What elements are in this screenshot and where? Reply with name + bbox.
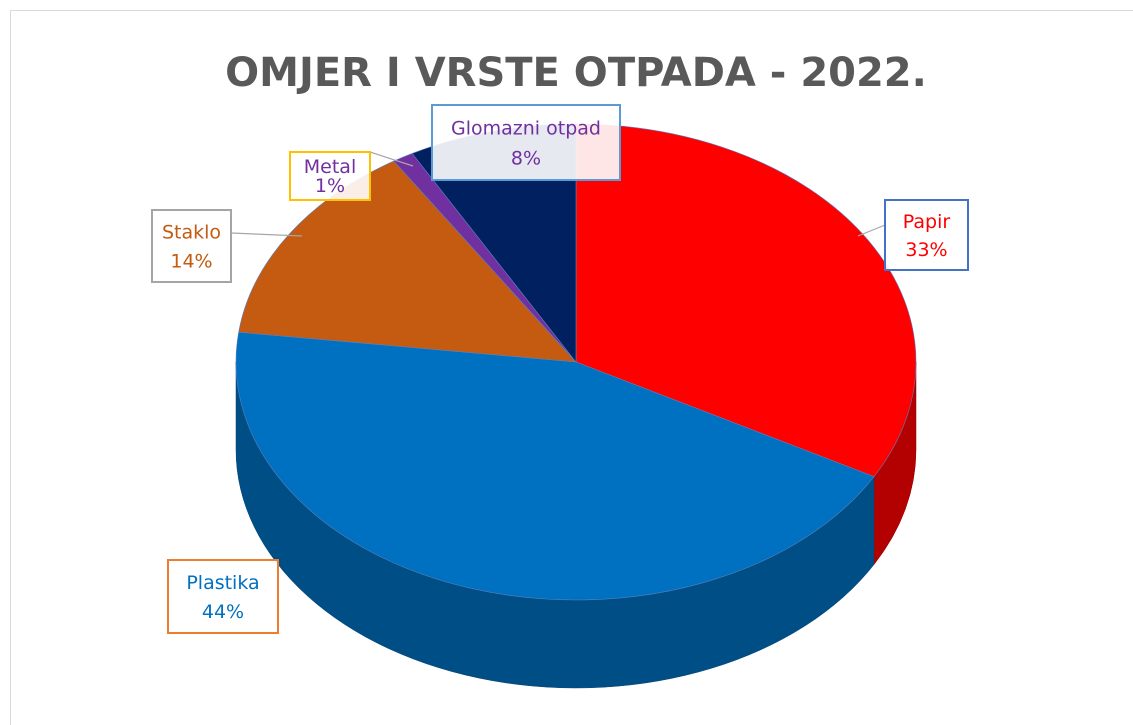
data-label-value: 44% (202, 601, 244, 623)
leader-line (230, 232, 303, 237)
data-label-value: 33% (905, 239, 947, 261)
data-label-name: Metal (304, 156, 356, 178)
pie-slice (575, 123, 917, 478)
leader-line (369, 151, 414, 167)
data-label-box (884, 199, 969, 271)
pie-slice (235, 331, 875, 601)
data-label-box (167, 559, 279, 634)
data-label-box (289, 151, 371, 201)
data-label-value: 14% (170, 250, 212, 272)
data-label-box (151, 209, 232, 283)
data-label-value: 8% (511, 148, 541, 170)
data-label-name: Papir (903, 211, 951, 233)
data-label-box (431, 104, 621, 181)
data-label-name: Plastika (186, 572, 259, 594)
data-label-value: 1% (315, 175, 345, 197)
data-label-name: Staklo (162, 222, 221, 244)
data-label-name: Glomazni otpad (451, 118, 601, 140)
chart-title: OMJER I VRSTE OTPADA - 2022. (225, 50, 927, 96)
leader-line (857, 224, 886, 237)
